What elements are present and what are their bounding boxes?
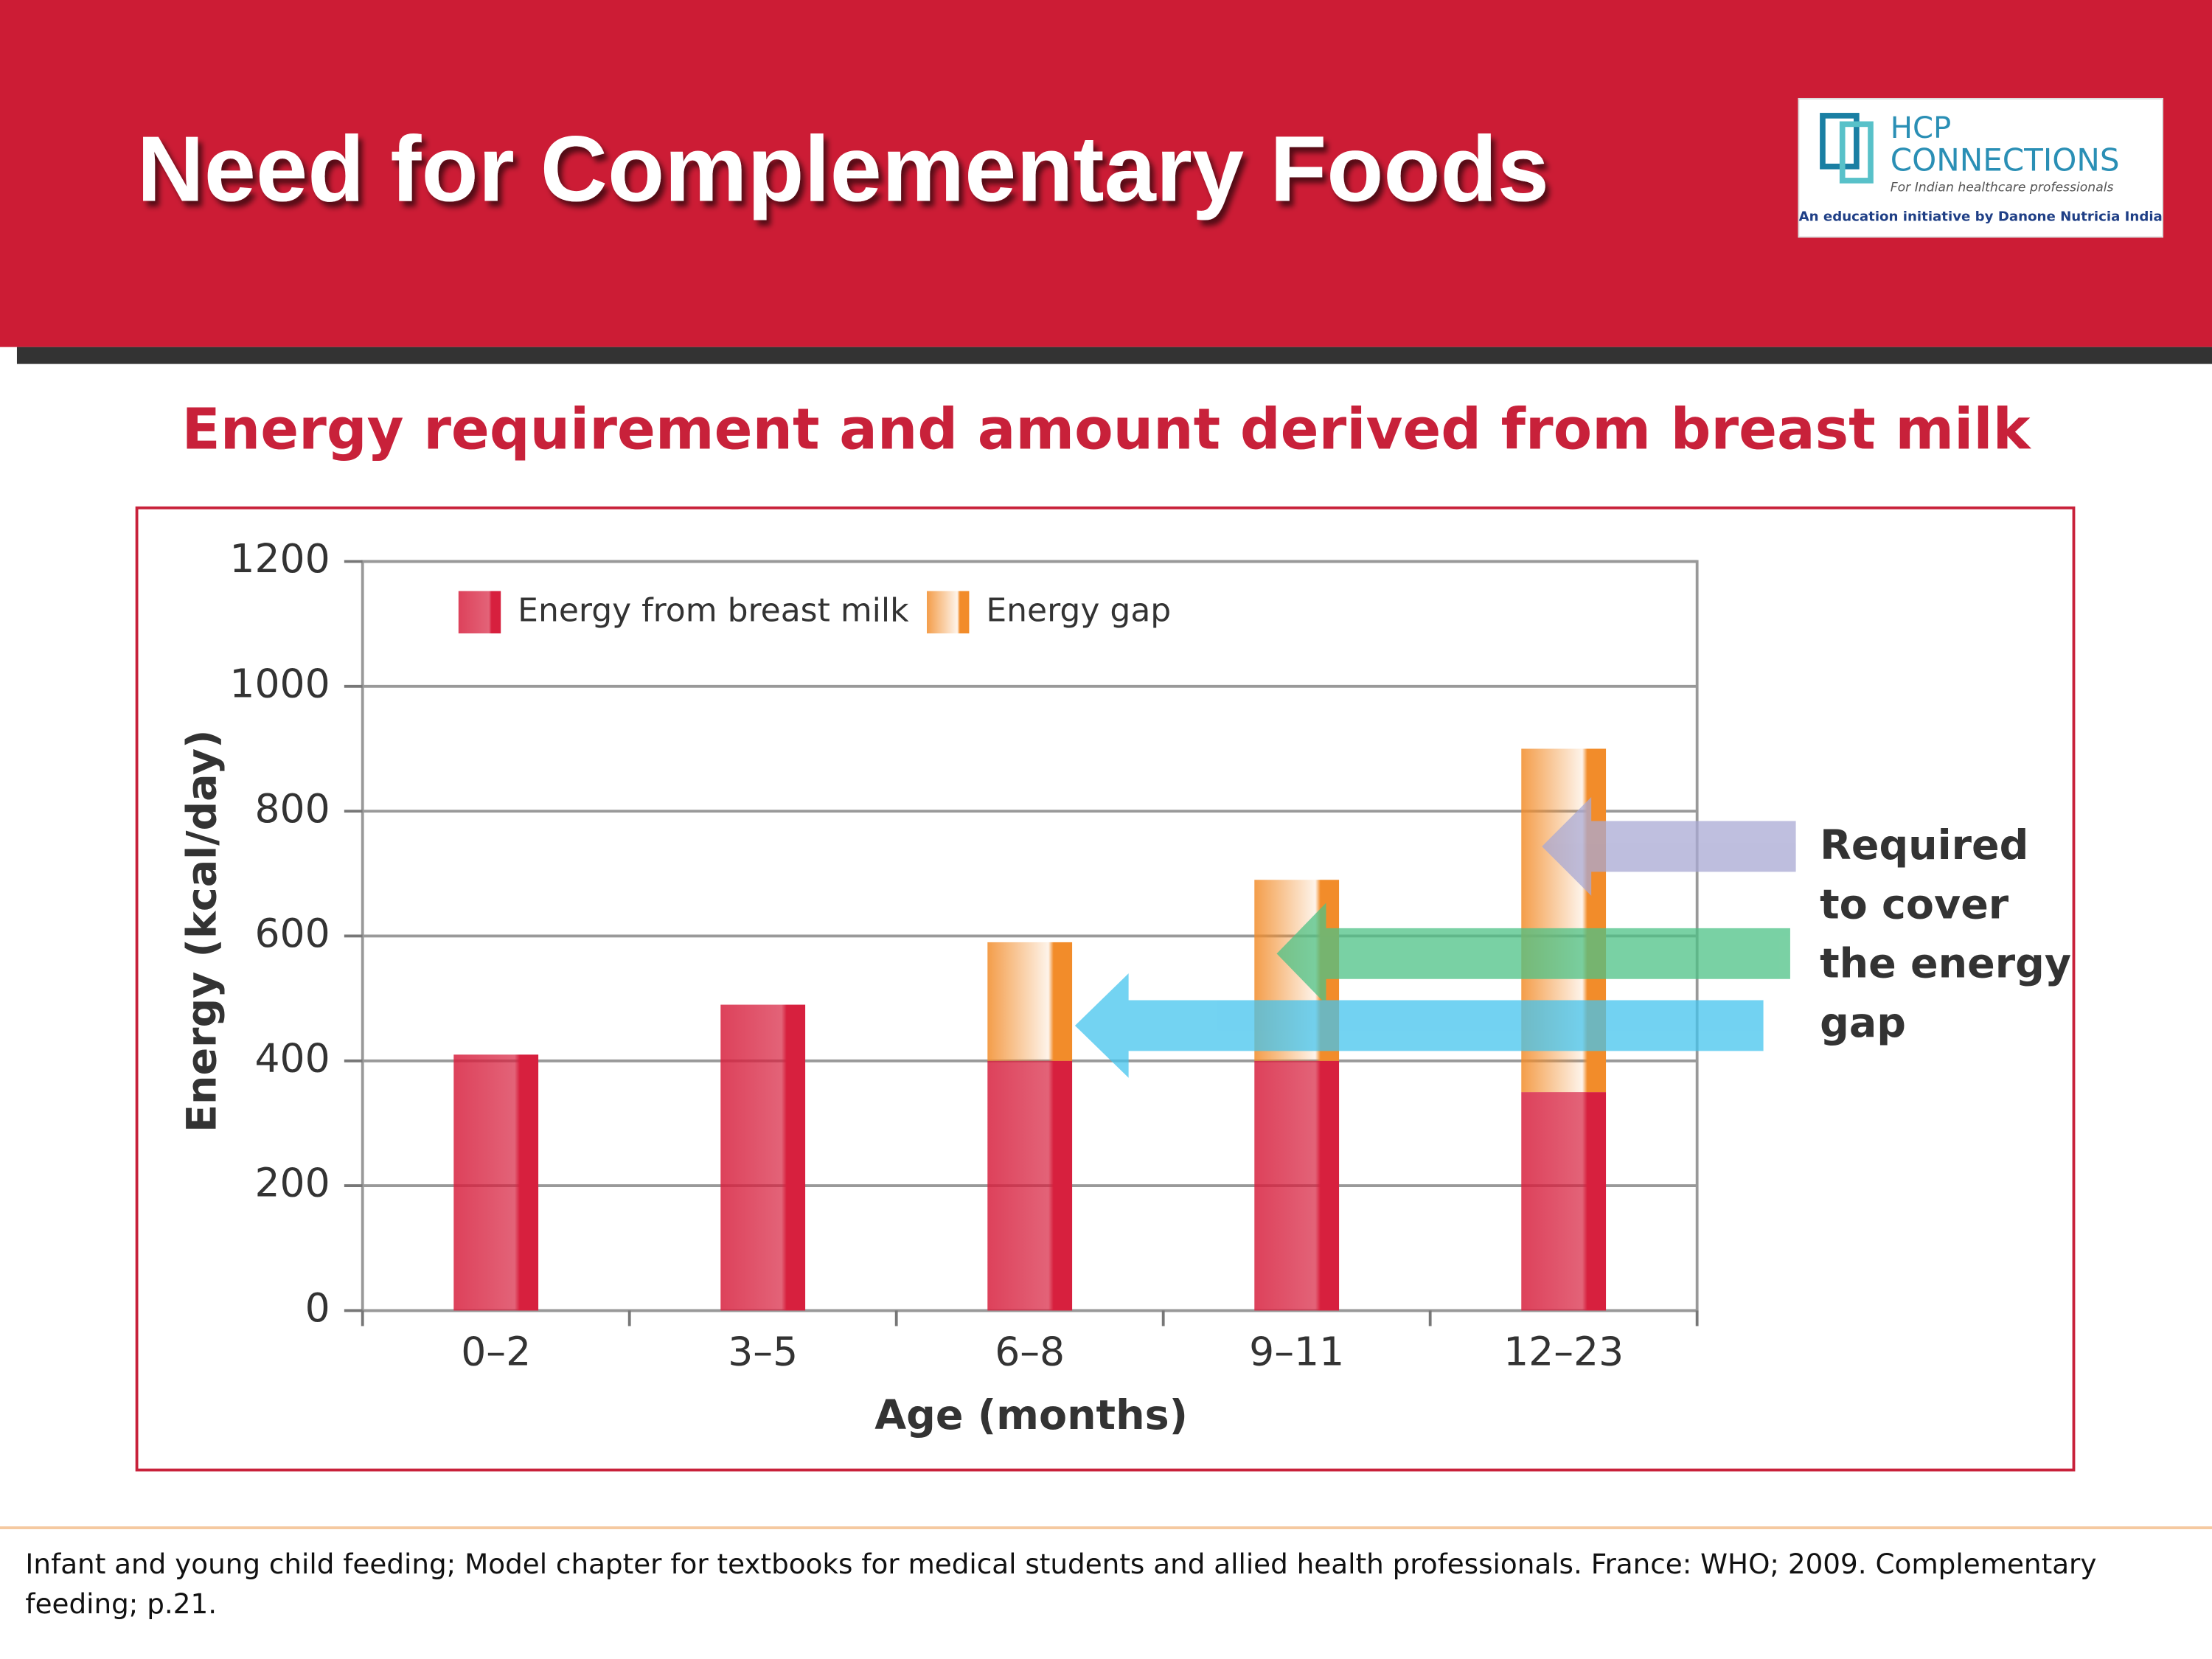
y-tick-label: 600 xyxy=(254,910,330,956)
legend-label: Energy gap xyxy=(986,591,1171,629)
annotation: gap xyxy=(1820,1000,1906,1047)
y-tick-label: 800 xyxy=(254,785,330,832)
x-tick-label: 9–11 xyxy=(1249,1328,1344,1374)
chart-frame xyxy=(135,506,2076,1472)
x-tick-label: 12–23 xyxy=(1503,1328,1624,1374)
annotation: to cover xyxy=(1820,881,2009,928)
legend-label: Energy from breast milk xyxy=(518,591,909,629)
y-tick-label: 200 xyxy=(254,1160,330,1206)
plot: 0 200 400 600 800 1000 1200 0–2 3–5 6–8 9–11 12–23 A… xyxy=(179,535,1699,1439)
y-tick-label: 400 xyxy=(254,1034,330,1081)
footer-text: feeding; p.21. xyxy=(25,1587,217,1620)
annotation: the energy xyxy=(1820,941,2071,988)
y-tick-label: 0 xyxy=(305,1284,330,1331)
header-rule xyxy=(16,347,2212,364)
bar xyxy=(720,1004,806,1311)
logo: HCP CONNECTIONS For Indian healthcare pr… xyxy=(1798,97,2163,238)
logo-tagline: For Indian healthcare professionals xyxy=(1891,180,2114,195)
x-tick-label: 0–2 xyxy=(461,1328,531,1374)
bar xyxy=(1521,1092,1607,1311)
footer-text: Infant and young child feeding; Model ch… xyxy=(25,1548,2096,1580)
slide-title: Need for Complementary Foods xyxy=(137,117,1549,221)
logo-icon xyxy=(1839,121,1874,184)
logo-note: An education initiative by Danone Nutric… xyxy=(1799,209,2163,225)
logo-text: HCP xyxy=(1891,111,1951,145)
bar xyxy=(1254,1060,1340,1311)
y-tick-label: 1000 xyxy=(229,660,330,706)
y-axis-label: Energy (kcal/day) xyxy=(179,730,226,1133)
arrow xyxy=(1074,973,1764,1078)
x-tick-label: 3–5 xyxy=(728,1328,798,1374)
y-tick-label: 1200 xyxy=(229,535,330,582)
x-tick-label: 6–8 xyxy=(995,1328,1065,1374)
bar xyxy=(987,1060,1073,1311)
legend-swatch xyxy=(458,591,501,634)
legend-swatch xyxy=(927,591,970,634)
bar xyxy=(453,1054,539,1311)
bar xyxy=(987,942,1073,1061)
logo-text: CONNECTIONS xyxy=(1891,142,2120,178)
x-axis-label: Age (months) xyxy=(874,1392,1188,1439)
annotation: Required xyxy=(1820,822,2028,869)
arrow xyxy=(1542,796,1796,896)
chart-title: Energy requirement and amount derived fr… xyxy=(182,397,2032,462)
